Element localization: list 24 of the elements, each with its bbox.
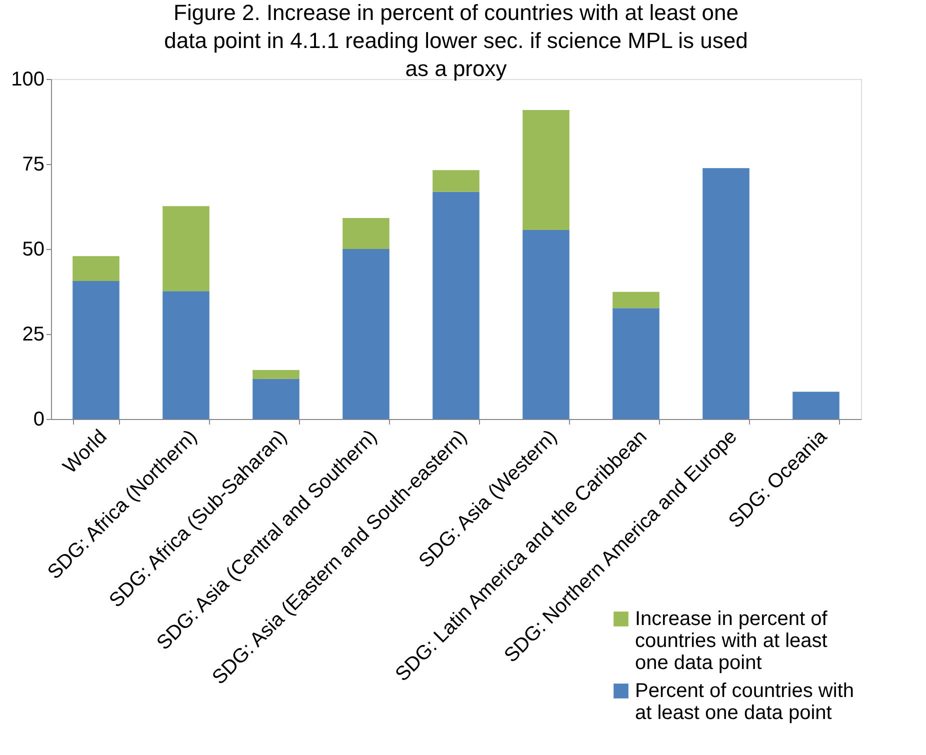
bar — [432, 170, 480, 192]
bar — [522, 110, 570, 230]
bar — [432, 192, 480, 419]
bar — [72, 256, 120, 281]
bar — [702, 168, 750, 419]
chart-title: Figure 2. Increase in percent of countries with at least one data point in 4.1.1 reading lower sec. if science MPL is used as a proxy — [164, 0, 748, 81]
bar — [342, 218, 390, 249]
bar — [252, 378, 300, 419]
bar — [252, 370, 300, 379]
y-tick-label: 50 — [22, 238, 44, 260]
y-tick-label: 0 — [33, 408, 44, 430]
y-tick-label: 25 — [22, 324, 44, 346]
y-tick-label: 100 — [11, 68, 44, 90]
bar — [162, 206, 210, 292]
bar — [612, 308, 660, 419]
legend-label: Increase in percent of countries with at least one data point — [635, 608, 828, 674]
legend-label: Percent of countries with at least one data point — [635, 680, 854, 724]
bar — [792, 392, 840, 419]
bar — [522, 230, 570, 419]
bar — [612, 292, 660, 308]
bar — [342, 249, 390, 419]
bar — [162, 291, 210, 419]
y-tick-label: 75 — [22, 154, 44, 176]
bar — [72, 280, 120, 419]
